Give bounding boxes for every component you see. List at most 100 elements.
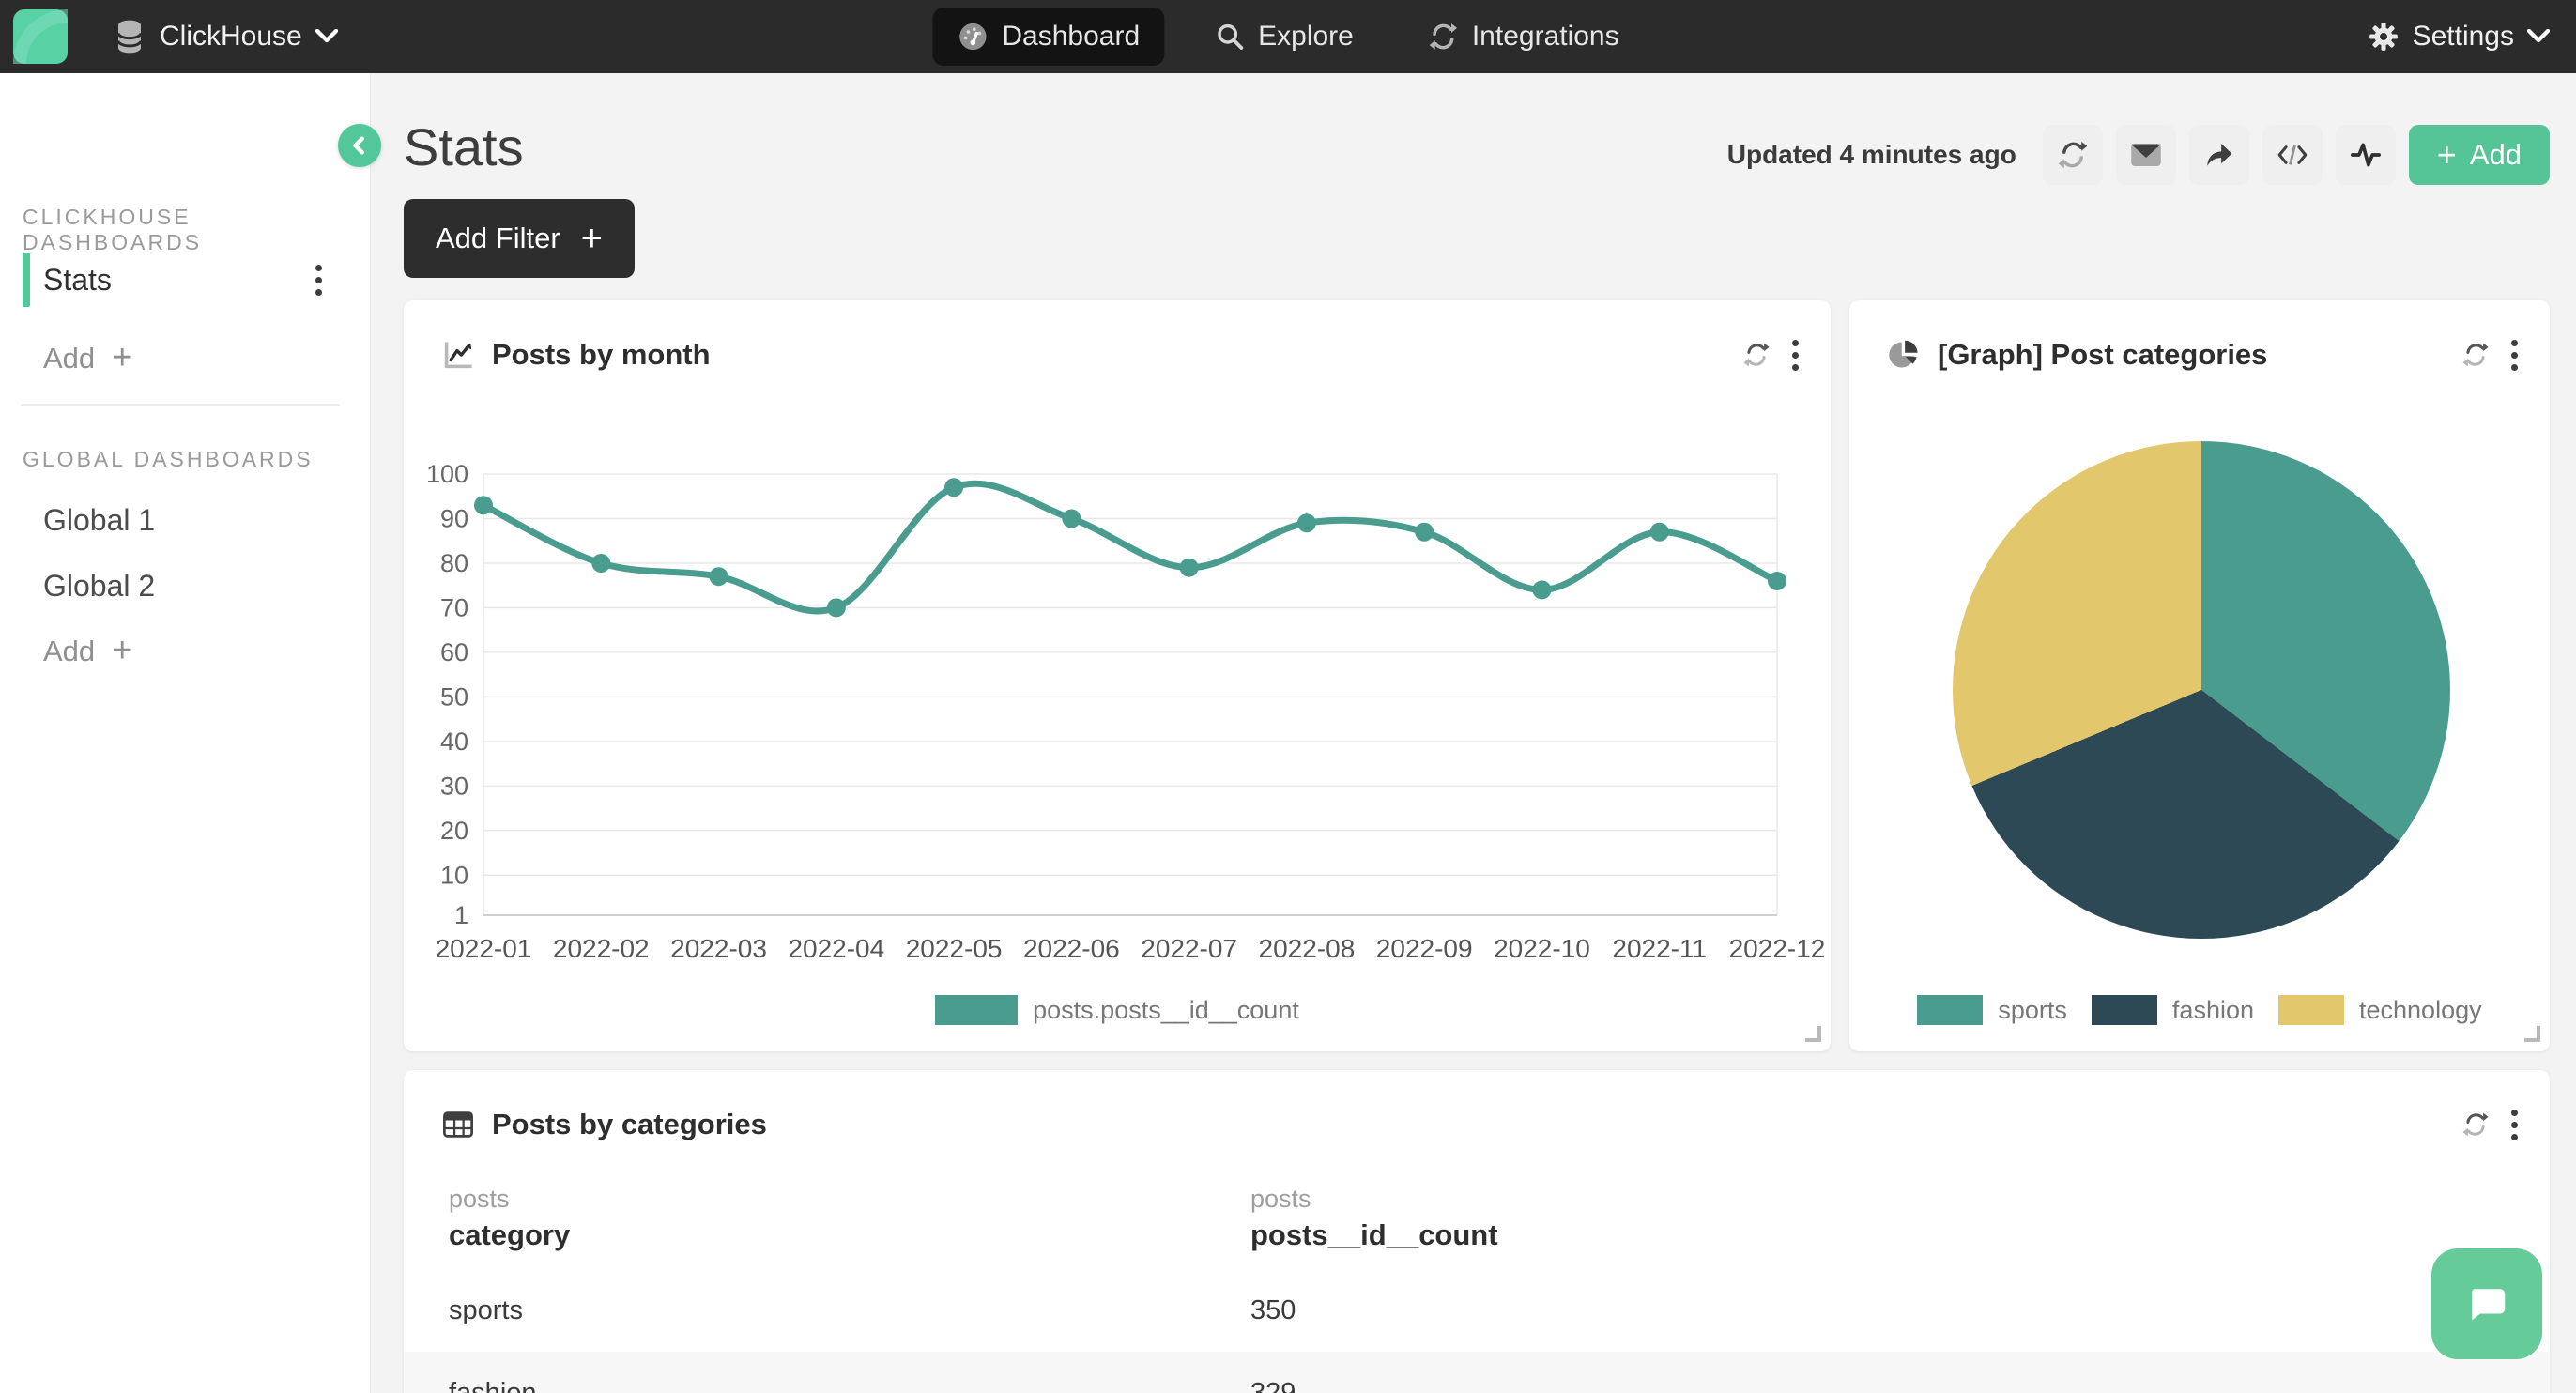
legend-item-sports[interactable]: sports: [1917, 995, 2067, 1025]
sidebar-item-stats[interactable]: Stats: [0, 250, 371, 310]
x-tick-label: 2022-11: [1612, 934, 1707, 963]
legend-item-technology[interactable]: technology: [2278, 995, 2482, 1025]
main-content: Stats Updated 4 minutes ago: [371, 73, 2576, 1393]
line-chart-legend: posts.posts__id__count: [404, 995, 1831, 1025]
tab-dashboard-label: Dashboard: [1002, 21, 1141, 52]
refresh-widget-button[interactable]: [1736, 334, 1777, 375]
sidebar-item-global-1[interactable]: Global 1: [0, 490, 371, 550]
pie-chart-legend: sports fashion technology: [1849, 995, 2550, 1025]
sidebar-add-global-dashboard[interactable]: Add +: [43, 631, 132, 671]
y-tick-label: 70: [440, 593, 468, 621]
widget-kebab-menu[interactable]: [2506, 334, 2523, 376]
column-header-count: posts__id__count: [1250, 1218, 1498, 1251]
add-filter-label: Add Filter: [436, 222, 560, 254]
legend-item-series[interactable]: posts.posts__id__count: [935, 995, 1299, 1025]
sidebar-item-global-2-label: Global 2: [43, 568, 156, 603]
refresh-widget-button[interactable]: [2455, 1104, 2496, 1145]
widget-resize-handle[interactable]: [1805, 1026, 1821, 1042]
legend-item-fashion[interactable]: fashion: [2091, 995, 2254, 1025]
y-tick-label: 40: [440, 727, 468, 756]
dashboard-toolbar: Updated 4 minutes ago: [1727, 125, 2550, 185]
card-title: Posts by month: [492, 338, 711, 371]
activity-button[interactable]: [2335, 125, 2396, 185]
kebab-menu-icon[interactable]: [310, 259, 328, 301]
column-group-label: posts: [449, 1185, 510, 1213]
card-title: [Graph] Post categories: [1938, 338, 2268, 371]
app-logo: [13, 9, 68, 64]
widget-resize-handle[interactable]: [2524, 1026, 2540, 1042]
column-group-label: posts: [1250, 1185, 1311, 1213]
y-tick-label: 50: [440, 682, 468, 711]
nav-tabs: Dashboard Explore Integrations: [932, 8, 1643, 66]
page-title: Stats: [404, 117, 524, 176]
x-tick-label: 2022-08: [1259, 934, 1356, 963]
plus-icon: +: [112, 631, 133, 670]
tab-dashboard[interactable]: Dashboard: [932, 8, 1165, 66]
legend-label: fashion: [2171, 995, 2254, 1024]
data-point[interactable]: [1296, 513, 1316, 533]
refresh-dashboard-button[interactable]: [2042, 125, 2103, 185]
last-updated-text: Updated 4 minutes ago: [1726, 140, 2016, 169]
chat-widget-button[interactable]: [2431, 1248, 2542, 1359]
refresh-widget-button[interactable]: [2455, 334, 2496, 375]
sidebar-item-stats-label: Stats: [43, 262, 112, 297]
table-cell: 350: [1250, 1295, 1296, 1325]
embed-code-button[interactable]: [2262, 125, 2323, 185]
sidebar-add-dashboard[interactable]: Add +: [43, 338, 132, 378]
widget-kebab-menu[interactable]: [2506, 1104, 2523, 1146]
connection-selector[interactable]: ClickHouse: [113, 0, 338, 73]
data-point[interactable]: [1062, 509, 1081, 528]
add-label: Add: [43, 634, 96, 667]
x-tick-label: 2022-01: [436, 934, 532, 963]
database-icon: [113, 18, 146, 55]
top-navbar: ClickHouse Dashboard: [0, 0, 2576, 73]
share-button[interactable]: [2188, 125, 2249, 185]
y-tick-label: 90: [440, 504, 468, 532]
tab-explore[interactable]: Explore: [1190, 8, 1378, 66]
card-posts-by-month: Posts by month 100 90 80 70 60 50 40 30 20 10 1 202…: [404, 300, 1831, 1051]
search-icon: [1215, 22, 1245, 52]
legend-label: posts.posts__id__count: [1033, 995, 1299, 1024]
card-posts-by-categories: Posts by categories posts posts category…: [404, 1070, 2550, 1393]
x-tick-label: 2022-04: [788, 934, 884, 963]
tab-integrations-label: Integrations: [1471, 21, 1619, 52]
code-icon: [2277, 145, 2308, 165]
data-point[interactable]: [1768, 571, 1786, 590]
tab-explore-label: Explore: [1258, 21, 1354, 52]
sync-icon: [1429, 22, 1459, 52]
line-chart-icon: [441, 338, 475, 372]
data-point[interactable]: [709, 567, 728, 587]
add-label: Add: [43, 341, 96, 375]
add-filter-button[interactable]: Add Filter +: [404, 199, 636, 278]
widget-kebab-menu[interactable]: [1786, 334, 1804, 376]
y-tick-label: 20: [440, 817, 468, 845]
sidebar-section-global-title: GLOBAL DASHBOARDS: [23, 447, 314, 471]
data-point[interactable]: [1179, 558, 1199, 577]
sidebar: CLICKHOUSE DASHBOARDS Stats Add + GLOBAL…: [0, 73, 371, 1393]
legend-swatch: [2091, 995, 2157, 1025]
x-tick-label: 2022-09: [1376, 934, 1473, 963]
sidebar-item-global-2[interactable]: Global 2: [0, 556, 371, 616]
data-point[interactable]: [944, 478, 964, 498]
refresh-icon: [2058, 141, 2088, 169]
tab-integrations[interactable]: Integrations: [1404, 8, 1644, 66]
post-categories-pie: [1953, 441, 2450, 939]
data-point[interactable]: [474, 496, 493, 515]
data-point[interactable]: [591, 553, 611, 573]
legend-label: sports: [1998, 995, 2067, 1024]
settings-menu[interactable]: Settings: [2368, 0, 2550, 73]
table-body: sports 350 fashion 329: [404, 1269, 2550, 1393]
mail-icon: [2131, 144, 2161, 166]
sidebar-collapse-button[interactable]: [338, 124, 381, 167]
email-report-button[interactable]: [2115, 125, 2176, 185]
table-cell: sports: [449, 1295, 523, 1325]
data-point[interactable]: [826, 598, 846, 618]
activity-pulse-icon: [2350, 143, 2381, 167]
data-point[interactable]: [1415, 522, 1434, 542]
data-point[interactable]: [1649, 522, 1669, 542]
data-point[interactable]: [1532, 580, 1552, 600]
active-indicator-bar: [23, 253, 30, 307]
add-widget-button[interactable]: + Add: [2408, 125, 2550, 185]
x-tick-label: 2022-10: [1494, 934, 1590, 963]
chevron-down-icon: [2527, 29, 2550, 44]
